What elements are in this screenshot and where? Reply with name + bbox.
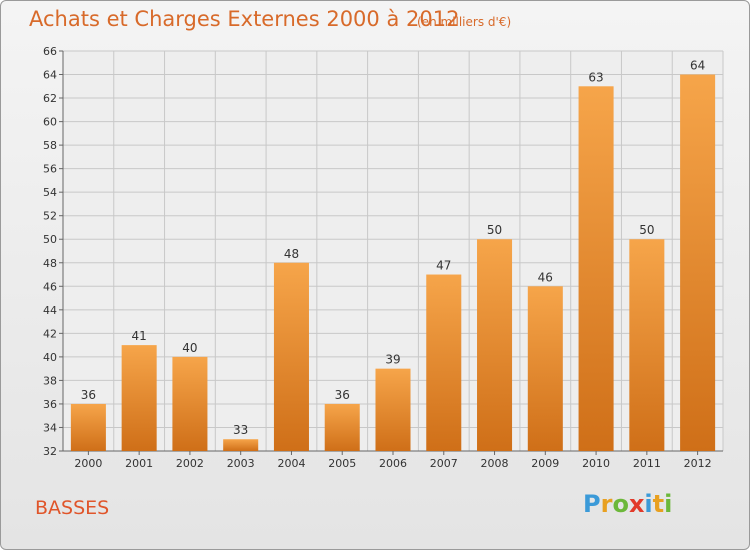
bar-value-label: 50 bbox=[639, 223, 654, 237]
y-tick-label: 36 bbox=[43, 398, 57, 411]
bar bbox=[629, 239, 665, 451]
x-tick-label: 2011 bbox=[633, 457, 661, 470]
y-tick-label: 60 bbox=[43, 116, 57, 129]
y-tick-label: 66 bbox=[43, 45, 57, 58]
bar bbox=[273, 262, 309, 451]
y-tick-label: 42 bbox=[43, 327, 57, 340]
y-tick-label: 34 bbox=[43, 421, 57, 434]
bar bbox=[70, 403, 106, 451]
bar-value-label: 36 bbox=[335, 388, 350, 402]
x-tick-label: 2007 bbox=[430, 457, 458, 470]
y-tick-label: 40 bbox=[43, 351, 57, 364]
bar-value-label: 64 bbox=[690, 59, 705, 73]
bar bbox=[121, 345, 157, 451]
logo-letter: x bbox=[628, 490, 645, 518]
x-tick-label: 2002 bbox=[176, 457, 204, 470]
y-tick-label: 50 bbox=[43, 233, 57, 246]
bar bbox=[680, 74, 716, 451]
bar-value-label: 63 bbox=[588, 70, 603, 84]
y-tick-label: 48 bbox=[43, 257, 57, 270]
bar-value-label: 39 bbox=[385, 353, 400, 367]
bar bbox=[527, 286, 563, 451]
bar-value-label: 47 bbox=[436, 259, 451, 273]
bar bbox=[375, 368, 411, 451]
y-tick-label: 58 bbox=[43, 139, 57, 152]
bar-value-label: 40 bbox=[182, 341, 197, 355]
x-tick-label: 2012 bbox=[684, 457, 712, 470]
x-tick-label: 2006 bbox=[379, 457, 407, 470]
y-tick-label: 52 bbox=[43, 210, 57, 223]
y-tick-label: 38 bbox=[43, 374, 57, 387]
x-tick-label: 2001 bbox=[125, 457, 153, 470]
y-tick-label: 62 bbox=[43, 92, 57, 105]
bar-value-label: 36 bbox=[81, 388, 96, 402]
bar-value-label: 46 bbox=[538, 270, 553, 284]
logo-letter: P bbox=[583, 490, 601, 518]
x-tick-label: 2008 bbox=[481, 457, 509, 470]
bar bbox=[223, 439, 259, 451]
proxiti-logo[interactable]: Proxiti bbox=[583, 490, 672, 518]
chart-subtitle: (en milliers d'€) bbox=[417, 15, 512, 29]
bar-value-label: 48 bbox=[284, 247, 299, 261]
bar bbox=[172, 356, 208, 451]
y-tick-label: 64 bbox=[43, 69, 57, 82]
bar bbox=[477, 239, 513, 451]
y-tick-label: 32 bbox=[43, 445, 57, 458]
logo-letter: r bbox=[600, 490, 613, 518]
bar bbox=[426, 274, 462, 451]
commune-name: BASSES bbox=[35, 497, 110, 519]
bar-value-label: 33 bbox=[233, 423, 248, 437]
logo-letter: o bbox=[612, 490, 629, 518]
bar-value-label: 41 bbox=[132, 329, 147, 343]
y-tick-label: 46 bbox=[43, 280, 57, 293]
logo-letter: i bbox=[644, 490, 653, 518]
x-tick-label: 2003 bbox=[227, 457, 255, 470]
y-tick-label: 54 bbox=[43, 186, 57, 199]
logo-letter: i bbox=[664, 490, 673, 518]
bar bbox=[324, 403, 360, 451]
bar bbox=[578, 86, 614, 451]
y-tick-label: 44 bbox=[43, 304, 57, 317]
logo-letter: t bbox=[652, 490, 665, 518]
chart-title: Achats et Charges Externes 2000 à 2012 bbox=[29, 7, 460, 31]
x-tick-label: 2010 bbox=[582, 457, 610, 470]
x-tick-label: 2009 bbox=[531, 457, 559, 470]
y-tick-label: 56 bbox=[43, 163, 57, 176]
x-tick-label: 2004 bbox=[277, 457, 305, 470]
x-tick-label: 2000 bbox=[74, 457, 102, 470]
x-tick-label: 2005 bbox=[328, 457, 356, 470]
bar-value-label: 50 bbox=[487, 223, 502, 237]
